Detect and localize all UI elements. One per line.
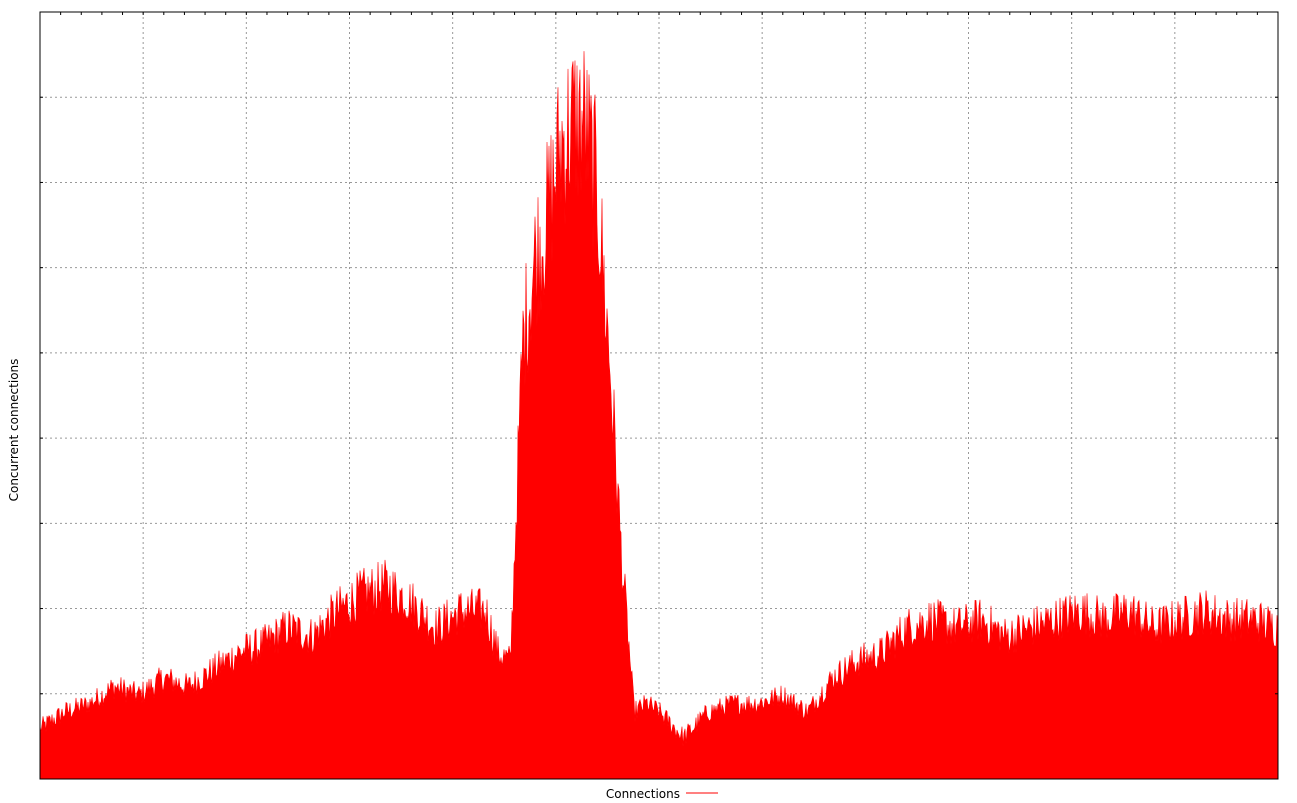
series-area-0 [39, 51, 1279, 780]
axis-ticks [39, 11, 1279, 780]
legend-label-connections: Connections [606, 787, 680, 801]
legend: Connections [606, 787, 718, 801]
series-connections [39, 51, 1279, 780]
y-axis-label: Concurrent connections [7, 359, 21, 502]
